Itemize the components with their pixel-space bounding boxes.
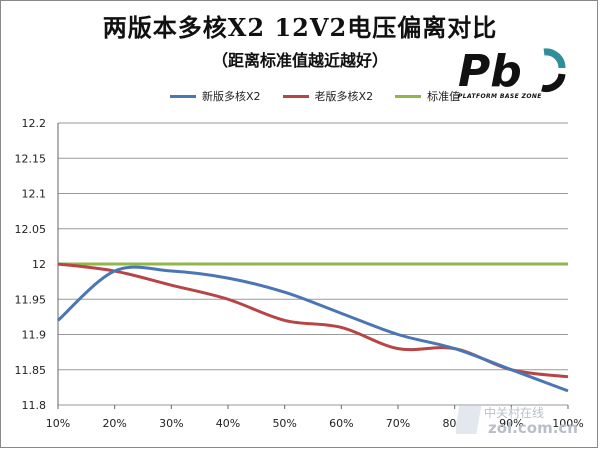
series-line-old <box>57 262 569 379</box>
x-tick-label: 90% <box>499 417 523 430</box>
x-tick-label: 20% <box>102 417 126 430</box>
svg-text:Pb: Pb <box>458 46 522 94</box>
legend-swatch-std <box>395 94 422 98</box>
x-tick-label: 60% <box>329 417 353 430</box>
series-line-new <box>56 265 569 393</box>
pb-logo: Pb PLATFORM BASE ZONE <box>458 46 570 106</box>
y-axis-ticks: 12.2 12.15 12.1 12.05 12 11.95 11.9 11.85 11.8 <box>15 117 47 412</box>
watermark-line1: 中关村在线 <box>484 406 545 420</box>
y-tick-label: 12.05 <box>15 223 47 236</box>
y-tick-label: 12 <box>32 258 46 271</box>
legend-label-old: 老版多核X2 <box>314 90 374 103</box>
legend-swatch-old <box>282 94 309 98</box>
y-tick-label: 11.95 <box>15 293 47 306</box>
y-tick-label: 11.9 <box>22 329 47 342</box>
legend-item-std: 标准值 <box>395 88 460 104</box>
chart-subtitle: （距离标准值越近越好） <box>211 51 388 70</box>
x-tick-label: 30% <box>159 417 183 430</box>
pb-logo-icon: Pb <box>458 46 566 97</box>
legend-label-new: 新版多核X2 <box>202 90 261 103</box>
pb-logo-text: PLATFORM BASE ZONE <box>458 93 542 100</box>
x-tick-label: 40% <box>216 417 240 430</box>
x-tick-label: 70% <box>386 417 410 430</box>
legend-label-std: 标准值 <box>427 90 461 103</box>
series-lines <box>56 262 569 393</box>
watermark-icon <box>456 406 482 434</box>
y-tick-label: 11.8 <box>22 399 47 412</box>
y-tick-label: 12.1 <box>22 188 47 201</box>
chart-title: 两版本多核X2 12V2电压偏离对比 <box>102 13 498 42</box>
legend-item-old: 老版多核X2 <box>282 88 374 104</box>
legend-item-new: 新版多核X2 <box>170 88 261 104</box>
watermark-line2: zol.com.cn <box>488 419 578 437</box>
x-tick-label: 100% <box>552 417 583 430</box>
x-axis-ticks: 10% 20% 30% 40% 50% 60% 70% 80% 90% 100% <box>46 405 584 430</box>
y-tick-label: 12.2 <box>22 117 47 130</box>
y-tick-label: 12.15 <box>15 152 47 165</box>
legend-swatch-new <box>170 94 196 98</box>
y-tick-label: 11.85 <box>15 364 47 377</box>
x-tick-label: 50% <box>272 417 296 430</box>
legend: 新版多核X2 老版多核X2 标准值 <box>170 88 460 104</box>
x-tick-label: 10% <box>46 417 70 430</box>
watermark: 中关村在线 zol.com.cn <box>456 402 596 442</box>
